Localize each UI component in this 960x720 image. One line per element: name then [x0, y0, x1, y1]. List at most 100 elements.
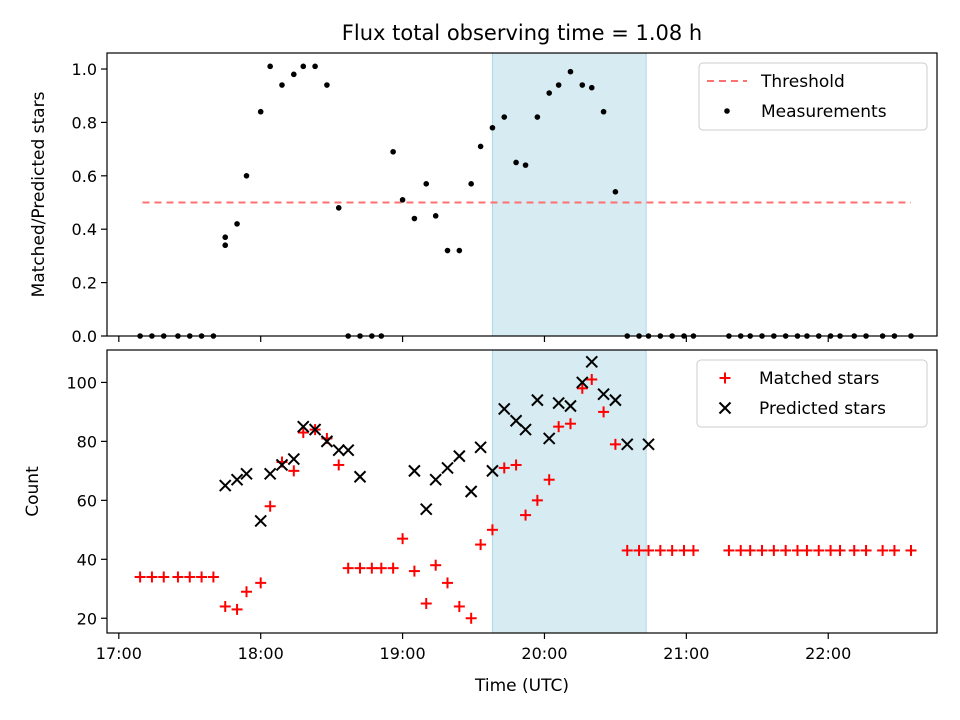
bottom-axes-frame	[106, 349, 938, 634]
bottom-x-axis-label: Time (UTC)	[474, 676, 569, 696]
matched-star-point	[219, 600, 231, 612]
matched-star-point	[288, 465, 300, 477]
measurement-point	[399, 197, 406, 203]
measurement-point	[501, 114, 508, 120]
predicted-star-point	[297, 420, 310, 433]
matched-star-point	[354, 562, 366, 574]
measurement-point	[234, 221, 240, 227]
measurement-points	[137, 63, 914, 339]
measurement-point	[444, 247, 451, 254]
matched-star-point	[158, 571, 170, 583]
matched-star-point	[609, 438, 621, 450]
matched-star-point	[264, 500, 276, 512]
matched-star-point	[387, 562, 399, 574]
matched-star-point	[510, 459, 522, 471]
predicted-star-point	[240, 467, 253, 481]
predicted-star-point	[420, 502, 433, 516]
matched-star-point	[465, 612, 477, 624]
legend-matched-swatch	[719, 372, 731, 384]
matched-star-point	[768, 544, 780, 556]
matched-star-point	[633, 544, 645, 556]
bottom-y-ticks: 20 40 60 80 100	[66, 373, 107, 628]
predicted-star-point	[542, 432, 556, 445]
measurement-point	[267, 63, 273, 70]
predicted-star-point	[564, 399, 577, 413]
matched-star-point	[598, 406, 610, 418]
matched-star-point	[723, 544, 735, 556]
top-y-tick-label: 0.4	[72, 220, 97, 239]
predicted-star-point	[320, 435, 334, 448]
matched-star-point	[780, 544, 792, 556]
legend-label: Predicted stars	[759, 399, 886, 419]
matched-star-point	[146, 571, 158, 583]
bottom-y-tick-label: 20	[77, 609, 97, 628]
bottom-y-axis-label: Count	[23, 466, 43, 517]
matched-star-point	[342, 562, 354, 574]
matched-star-point	[801, 544, 813, 556]
bottom-y-tick-label: 100	[66, 373, 97, 392]
matched-star-point	[860, 544, 872, 556]
matched-star-point	[888, 544, 900, 556]
measurement-point	[257, 108, 264, 115]
top-y-tick-label: 1.0	[72, 60, 97, 79]
matched-star-point	[430, 559, 442, 571]
top-highlight-span	[491, 52, 647, 337]
top-legend: Threshold Measurements	[698, 62, 928, 131]
legend-box	[698, 62, 928, 131]
predicted-star-point	[576, 376, 589, 389]
matched-star-point	[375, 562, 387, 574]
measurement-point	[243, 173, 250, 179]
predicted-star-point	[531, 393, 544, 407]
predicted-star-point	[453, 449, 466, 463]
measurement-point	[411, 215, 418, 222]
predicted-star-point	[254, 514, 267, 528]
matched-star-point	[297, 427, 309, 439]
bottom-x-tick-label: 18:00	[238, 644, 284, 663]
predicted-star-point	[552, 396, 565, 410]
matched-star-point	[134, 571, 146, 583]
measurement-point	[489, 124, 496, 131]
legend-predicted-swatch	[718, 401, 732, 415]
bottom-y-tick-label: 60	[77, 491, 97, 510]
measurement-point	[477, 143, 484, 150]
matched-star-point	[834, 544, 846, 556]
matched-star-point	[520, 509, 532, 521]
bottom-highlight-span	[491, 349, 647, 634]
matched-star-point	[420, 598, 432, 610]
matched-star-point	[184, 571, 196, 583]
matched-star-point	[666, 544, 678, 556]
predicted-stars-points	[219, 355, 655, 528]
matched-star-point	[643, 544, 655, 556]
figure-title: Flux total observing time = 1.08 h	[342, 21, 702, 45]
bottom-panel: 20 40 60 80 100 17:00 18:00 19:00 20:00 21:00 22:…	[23, 349, 938, 696]
matched-star-point	[231, 603, 243, 615]
matched-star-point	[586, 373, 598, 385]
measurement-point	[222, 242, 229, 249]
matched-star-point	[475, 539, 487, 551]
matched-star-point	[498, 462, 510, 474]
bottom-legend: Matched stars Predicted stars	[696, 359, 928, 428]
top-y-tick-label: 0.2	[72, 274, 97, 293]
measurement-point	[324, 82, 330, 88]
predicted-star-point	[486, 464, 499, 478]
predicted-star-point	[341, 444, 355, 457]
matched-star-point	[408, 565, 420, 577]
measurement-point	[335, 205, 342, 211]
predicted-star-point	[642, 438, 655, 451]
measurement-point	[423, 181, 430, 187]
top-y-ticks: 0.0 0.2 0.4 0.6 0.8 1.0	[72, 60, 107, 346]
matched-star-point	[687, 544, 699, 556]
measurement-point	[612, 189, 619, 195]
bottom-x-ticks: 17:00 18:00 19:00 20:00 21:00 22:00	[96, 633, 851, 663]
matched-star-point	[678, 544, 690, 556]
measurement-point	[291, 71, 297, 78]
matched-star-point	[366, 562, 378, 574]
predicted-star-point	[287, 452, 301, 466]
matched-star-point	[654, 544, 666, 556]
predicted-star-point	[275, 458, 289, 472]
predicted-star-point	[464, 485, 478, 498]
bottom-x-tick-label: 19:00	[380, 644, 426, 663]
matched-star-point	[756, 544, 768, 556]
matched-star-point	[397, 533, 409, 545]
predicted-star-point	[429, 473, 442, 486]
